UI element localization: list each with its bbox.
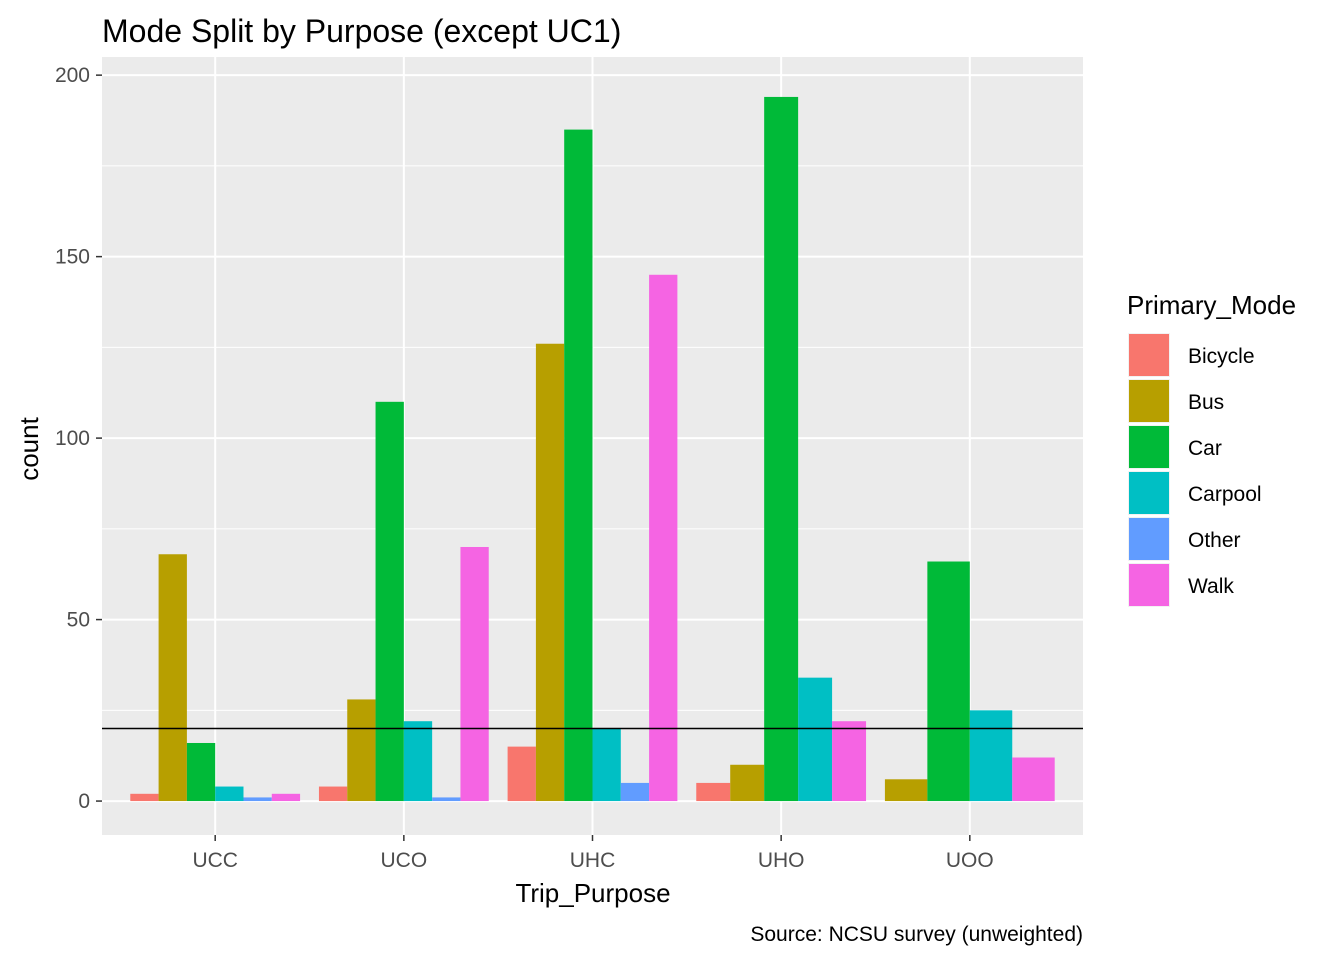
legend-key-carpool [1129, 472, 1169, 514]
bar-car-uoo [927, 561, 970, 802]
legend-label-bicycle: Bicycle [1188, 345, 1255, 368]
legend-label-other: Other [1188, 529, 1241, 552]
bar-bicycle-ucc [130, 793, 159, 802]
legend-key-bicycle [1129, 334, 1169, 376]
bar-carpool-ucc [215, 786, 244, 802]
y-tick-label: 100 [55, 427, 90, 450]
legend-label-walk: Walk [1188, 575, 1234, 598]
bar-bus-uho [730, 764, 765, 802]
bar-bus-uoo [884, 779, 928, 802]
chart-title: Mode Split by Purpose (except UC1) [102, 13, 621, 49]
x-tick-label: UHC [570, 849, 616, 872]
x-axis-title: Trip_Purpose [515, 878, 670, 908]
x-tick-label: UHO [758, 849, 805, 872]
bar-bicycle-uho [696, 782, 731, 802]
bar-walk-uho [832, 721, 867, 802]
bar-other-uhc [620, 782, 650, 802]
bar-bus-ucc [158, 554, 187, 802]
x-tick-label: UOO [946, 849, 994, 872]
y-axis-title: count [14, 416, 44, 480]
bar-car-uho [764, 96, 799, 802]
y-tick-label: 150 [55, 246, 90, 269]
bar-bus-uhc [535, 343, 565, 802]
legend-title: Primary_Mode [1127, 290, 1296, 320]
legend-key-other [1129, 518, 1169, 560]
bar-carpool-uho [798, 677, 833, 802]
x-tick-label: UCO [381, 849, 428, 872]
legend-label-carpool: Carpool [1188, 483, 1262, 506]
bar-walk-uoo [1012, 757, 1055, 802]
bar-bicycle-uhc [507, 746, 536, 802]
legend: Primary_Mode Bicycle Bus Car Carpool Other Wa… [1127, 290, 1296, 607]
legend-key-car [1129, 426, 1169, 468]
bar-car-ucc [186, 742, 216, 802]
y-tick-label: 50 [67, 609, 90, 632]
bar-walk-uco [460, 546, 489, 802]
bar-walk-ucc [271, 793, 301, 802]
bar-carpool-uhc [592, 728, 621, 802]
bars [130, 96, 1055, 802]
y-tick-label: 200 [55, 64, 90, 87]
legend-label-bus: Bus [1188, 391, 1224, 414]
bar-carpool-uco [403, 721, 433, 802]
bar-bus-uco [347, 699, 376, 802]
x-axis: UCC UCO UHC UHO UOO [192, 835, 994, 872]
y-axis: 0 50 100 150 200 [55, 64, 102, 813]
bar-car-uhc [564, 129, 593, 802]
y-tick-label: 0 [78, 790, 90, 813]
legend-key-walk [1129, 564, 1169, 606]
bar-bicycle-uco [318, 786, 348, 802]
caption: Source: NCSU survey (unweighted) [750, 923, 1083, 946]
bar-carpool-uoo [969, 710, 1013, 802]
bar-walk-uhc [649, 274, 678, 802]
legend-label-car: Car [1188, 437, 1222, 460]
bar-other-uco [432, 797, 461, 802]
bar-other-ucc [243, 797, 272, 802]
x-tick-label: UCC [192, 849, 238, 872]
bar-car-uco [375, 401, 404, 802]
legend-key-bus [1129, 380, 1169, 422]
